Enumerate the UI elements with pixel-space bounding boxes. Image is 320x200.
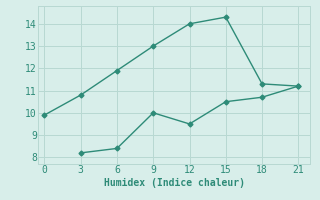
X-axis label: Humidex (Indice chaleur): Humidex (Indice chaleur) <box>104 178 245 188</box>
